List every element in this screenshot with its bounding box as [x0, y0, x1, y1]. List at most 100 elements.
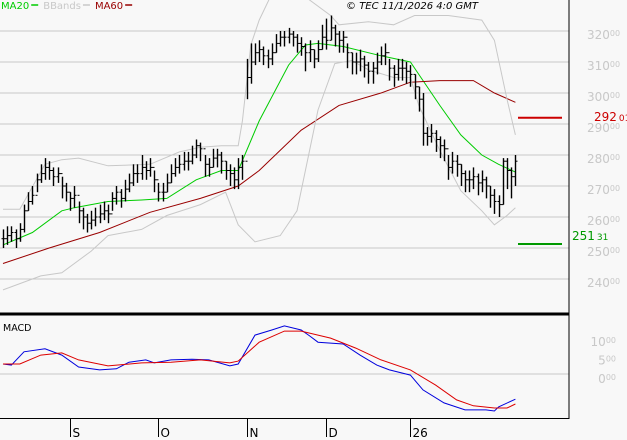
- price-bar: [98, 204, 103, 224]
- price-bar: [379, 46, 384, 66]
- price-bar: [480, 170, 485, 193]
- bbands-lower-line: [2, 59, 516, 291]
- price-bar: [22, 204, 27, 233]
- price-bar: [505, 158, 510, 190]
- price-bar: [274, 34, 279, 54]
- price-bar: [425, 127, 430, 146]
- y-tick-label: 26000: [587, 214, 620, 228]
- price-bar: [476, 173, 481, 196]
- price-bar: [421, 93, 426, 146]
- price-bar: [354, 52, 359, 75]
- price-bar: [182, 151, 187, 171]
- price-bar: [9, 226, 14, 242]
- price-bar: [438, 136, 443, 159]
- price-bar: [173, 158, 178, 177]
- price-bar: [127, 173, 132, 193]
- price-bar: [287, 27, 292, 44]
- macd-axis-labels: 000 500 1000: [591, 335, 616, 386]
- y-tick-label: 27000: [587, 183, 620, 197]
- price-bar: [165, 173, 170, 193]
- y-tick-label: 31000: [587, 59, 620, 73]
- price-bar: [295, 34, 300, 53]
- price-bar: [257, 40, 262, 62]
- price-bar: [140, 155, 145, 180]
- legend-label: MA20: [1, 1, 29, 12]
- price-bar: [228, 164, 233, 186]
- price-bar: [144, 161, 149, 180]
- x-tick-label: S: [73, 426, 81, 440]
- price-bar: [203, 148, 208, 177]
- copyright-text: © TEC 11/1/2026 4:0 GMT: [346, 1, 479, 12]
- price-bar: [291, 31, 296, 47]
- price-bar: [408, 65, 413, 87]
- price-bar: [190, 145, 195, 165]
- price-bar: [93, 207, 98, 227]
- price-bar: [261, 46, 266, 66]
- price-bar: [232, 167, 237, 190]
- price-bar: [312, 49, 317, 69]
- price-bar: [371, 62, 376, 84]
- price-bar: [68, 191, 73, 211]
- price-bar: [39, 164, 44, 183]
- price-bar: [131, 164, 136, 186]
- time-axis: S O N D 26: [70, 419, 428, 440]
- price-bar: [337, 31, 342, 53]
- macd-lines: [2, 325, 516, 412]
- price-bar: [177, 155, 182, 174]
- y-tick-label: 30000: [587, 90, 620, 104]
- price-bar: [459, 163, 464, 186]
- price-bar: [299, 37, 304, 56]
- price-bar: [270, 43, 275, 66]
- price-bar: [161, 182, 166, 202]
- price-bar: [358, 49, 363, 72]
- price-bar: [333, 24, 338, 47]
- legend-label: BBands: [43, 1, 81, 12]
- price-bar: [186, 151, 191, 171]
- price-indicators: [2, 0, 516, 291]
- price-bar: [329, 15, 334, 41]
- price-bar: [14, 229, 19, 248]
- price-bar: [207, 158, 212, 177]
- x-tick-label: 26: [413, 426, 428, 440]
- price-bar: [484, 176, 489, 199]
- price-bar: [224, 160, 229, 180]
- price-bar: [509, 167, 514, 199]
- price-bar: [77, 194, 82, 224]
- price-bar: [345, 36, 350, 69]
- signal-line: [3, 330, 516, 409]
- price-bar: [278, 31, 283, 47]
- macd-line: [2, 325, 516, 412]
- ma20-line: [2, 42, 516, 246]
- price-bar: [236, 158, 241, 190]
- price-bar: [72, 186, 77, 208]
- price-bar: [404, 62, 409, 84]
- ma60-line: [2, 80, 516, 264]
- price-bar: [396, 58, 401, 81]
- price-bar: [119, 189, 124, 208]
- price-bar: [148, 158, 153, 177]
- price-bar: [85, 213, 90, 233]
- price-bar: [429, 124, 434, 143]
- price-bar: [446, 148, 451, 180]
- price-bar: [110, 192, 115, 215]
- price-bar: [89, 210, 94, 230]
- price-bar: [106, 204, 111, 224]
- price-bar: [387, 52, 392, 81]
- price-bar: [26, 192, 31, 212]
- price-bar: [35, 173, 40, 196]
- price-bar: [392, 65, 397, 87]
- legend: MA20 BBands MA60: [1, 1, 133, 12]
- level-label: 29201: [594, 110, 627, 124]
- price-bar: [245, 58, 250, 162]
- axes: [0, 0, 570, 419]
- price-bar: [169, 164, 174, 184]
- price-bar: [463, 170, 468, 193]
- price-bar: [194, 139, 199, 159]
- price-bar: [316, 40, 321, 62]
- y-tick-label: 28000: [587, 152, 620, 166]
- price-bar: [253, 43, 258, 66]
- price-bar: [492, 189, 497, 214]
- price-bar: [240, 155, 245, 180]
- macd-title: MACD: [3, 323, 31, 334]
- price-bar: [1, 229, 6, 248]
